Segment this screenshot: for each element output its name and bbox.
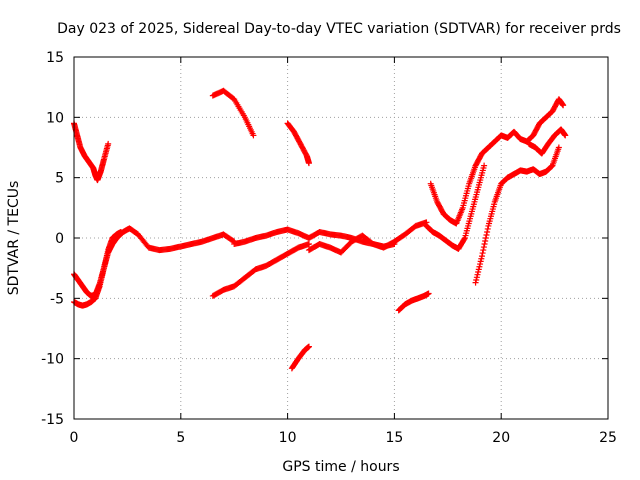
data-point	[250, 132, 257, 139]
x-tick-label: 0	[70, 430, 79, 446]
data-point	[477, 258, 484, 265]
data-point	[473, 276, 480, 283]
x-tick-label: 5	[176, 430, 185, 446]
data-point	[475, 269, 482, 276]
data-point	[425, 290, 432, 297]
series-sat-track-8	[288, 343, 312, 372]
tick-labels: 0 5 10 15 20 25 -15 -10 -5 0 5 10 15	[41, 50, 617, 446]
data-point	[555, 144, 562, 151]
series-sat-track-3	[71, 228, 124, 309]
y-tick-label: -15	[41, 412, 64, 428]
data-point	[474, 271, 481, 278]
y-tick-label: -10	[41, 352, 64, 368]
series-sat-track-12	[423, 162, 488, 252]
x-tick-label: 10	[279, 430, 297, 446]
data-point	[476, 263, 483, 270]
data-point	[560, 102, 567, 109]
data-points	[71, 87, 569, 372]
series-sat-track-5	[209, 241, 312, 299]
data-point	[480, 247, 487, 254]
data-point	[461, 236, 468, 243]
data-point	[483, 231, 490, 238]
data-point	[482, 238, 489, 245]
x-tick-label: 25	[599, 430, 617, 446]
data-point	[481, 241, 488, 248]
series-sat-track-4	[209, 87, 257, 139]
data-point	[473, 274, 480, 281]
data-point	[391, 241, 398, 248]
y-tick-label: 5	[55, 171, 64, 187]
data-point	[105, 140, 112, 147]
data-point	[475, 266, 482, 273]
data-point	[478, 255, 485, 262]
data-point	[305, 343, 312, 350]
data-point	[562, 132, 569, 139]
series-sat-track-1	[71, 120, 112, 184]
y-tick-label: 10	[46, 110, 64, 126]
y-tick-label: -5	[50, 291, 64, 307]
chart-title: Day 023 of 2025, Sidereal Day-to-day VTE…	[57, 21, 621, 37]
series-sat-track-11	[427, 96, 567, 227]
y-axis-label: SDTVAR / TECUs	[6, 181, 22, 296]
x-tick-label: 20	[492, 430, 510, 446]
data-point	[472, 279, 479, 286]
x-tick-label: 15	[385, 430, 403, 446]
data-point	[481, 162, 488, 169]
data-point	[478, 253, 485, 260]
data-point	[482, 235, 489, 241]
data-point	[305, 241, 312, 248]
series-sat-track-10	[395, 290, 432, 314]
y-tick-label: 0	[55, 231, 64, 247]
series-sat-track-9	[305, 232, 398, 256]
series-sat-track-14	[525, 126, 569, 157]
data-point	[479, 250, 486, 257]
data-point	[305, 160, 312, 167]
data-point	[477, 261, 484, 268]
data-point	[480, 244, 487, 251]
data-point	[484, 225, 491, 232]
y-tick-label: 15	[46, 50, 64, 66]
series-sat-track-7	[284, 120, 312, 167]
grid-lines	[74, 57, 608, 419]
axis-ticks	[73, 56, 609, 420]
data-point	[548, 163, 555, 170]
data-point	[117, 228, 124, 235]
x-axis-label: GPS time / hours	[282, 459, 399, 475]
data-point	[484, 228, 491, 235]
series-sat-track-13	[472, 144, 562, 286]
